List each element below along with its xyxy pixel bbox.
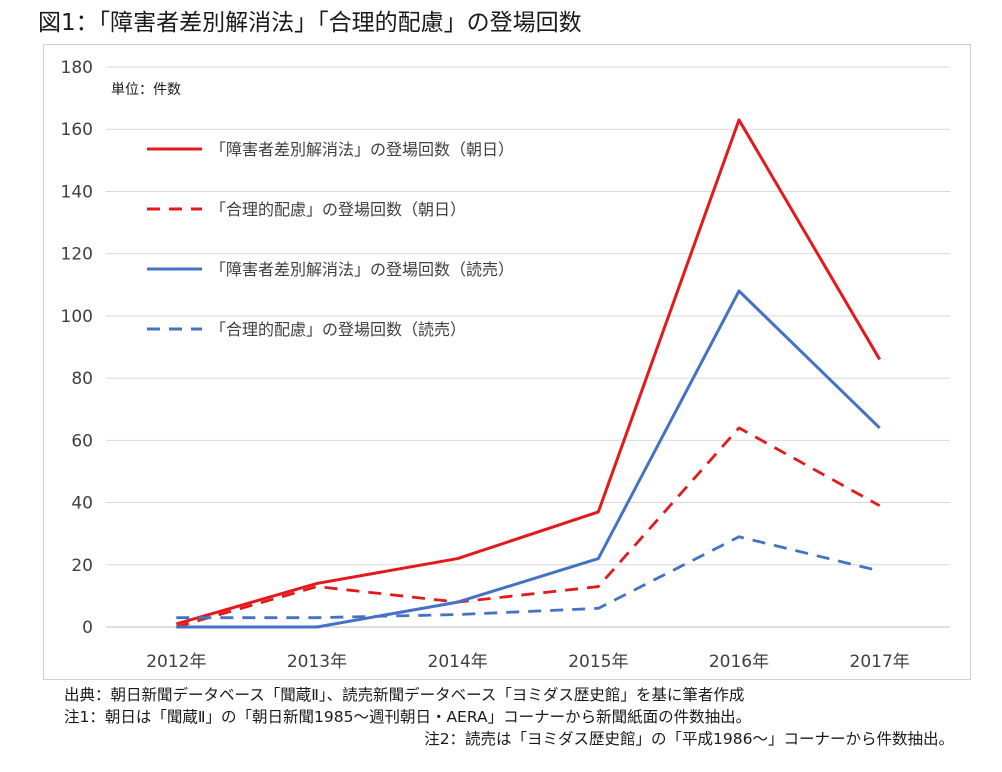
y-tick-label: 20: [71, 556, 93, 576]
legend-label: 「合理的配慮」の登場回数（読売）: [210, 320, 466, 339]
legend: 「障害者差別解消法」の登場回数（朝日） 「合理的配慮」の登場回数（朝日） 「障害者差…: [147, 140, 514, 339]
y-tick-label: 80: [71, 369, 93, 389]
source-note: 出典：朝日新聞データベース「聞蔵Ⅱ」、読売新聞データベース「ヨミダス歴史館」を基…: [64, 686, 745, 704]
x-tick-label: 2012年: [146, 652, 206, 672]
x-axis-ticks: 2012年 2013年 2014年 2015年 2016年 2017年: [146, 652, 910, 672]
y-tick-label: 100: [61, 307, 93, 327]
x-tick-label: 2013年: [287, 652, 347, 672]
series-lines: [175, 118, 881, 629]
series-line-2: [175, 426, 881, 629]
note-2: 注2：読売は「ヨミダス歴史館」の「平成1986～」コーナーから件数抽出。: [424, 730, 954, 748]
series-line-3: [176, 289, 881, 629]
y-tick-label: 160: [61, 120, 93, 140]
y-tick-label: 60: [71, 431, 93, 451]
y-tick-label: 0: [82, 618, 93, 638]
unit-label: 単位：件数: [111, 82, 181, 98]
note-1: 注1：朝日は「聞蔵Ⅱ」の「朝日新聞1985～週刊朝日・AERA」コーナーから新聞…: [64, 708, 752, 726]
legend-label: 「障害者差別解消法」の登場回数（読売）: [210, 260, 514, 279]
x-tick-label: 2017年: [850, 652, 910, 672]
y-tick-label: 40: [71, 494, 93, 514]
y-tick-label: 180: [61, 58, 93, 78]
series-line-1: [175, 118, 881, 626]
x-tick-label: 2016年: [709, 652, 769, 672]
y-tick-label: 120: [61, 245, 93, 265]
gridlines: [106, 66, 950, 628]
y-tick-label: 140: [61, 182, 93, 202]
line-chart: 0 20 40 60 80 100 120 140 160 180 2012年 2013年 2014年…: [61, 58, 950, 672]
y-axis-ticks: 0 20 40 60 80 100 120 140 160 180: [61, 58, 93, 638]
series-line-4: [176, 535, 880, 620]
chart-area: 0 20 40 60 80 100 120 140 160 180 2012年 2013年 2014年…: [43, 44, 971, 680]
legend-label: 「合理的配慮」の登場回数（朝日）: [210, 200, 466, 219]
legend-label: 「障害者差別解消法」の登場回数（朝日）: [210, 140, 514, 159]
chart-title: 図1：「障害者差別解消法」「合理的配慮」の登場回数: [38, 10, 582, 36]
x-tick-label: 2014年: [428, 652, 488, 672]
x-tick-label: 2015年: [568, 652, 628, 672]
